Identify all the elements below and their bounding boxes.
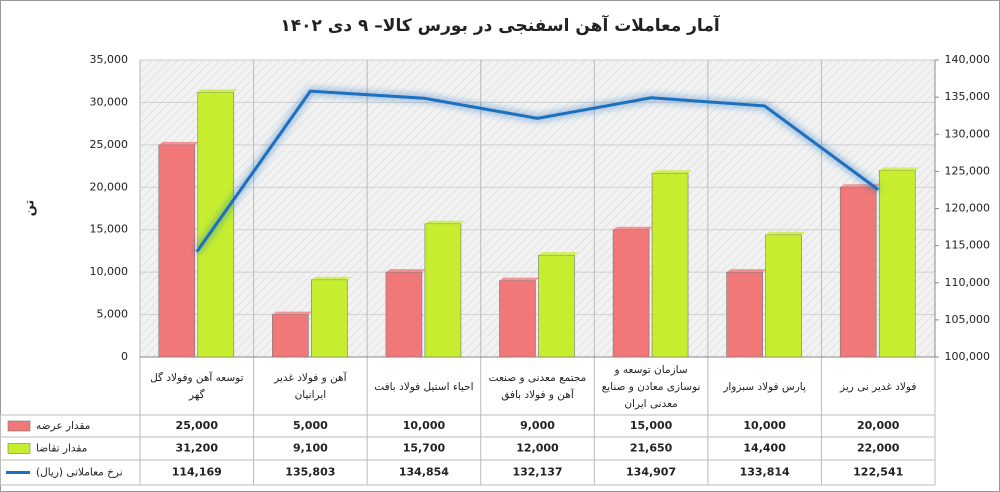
bar-top: [197, 89, 238, 93]
line: [195, 89, 880, 253]
bar: [385, 271, 423, 358]
y-tick-label: 25,000: [90, 138, 129, 151]
table-value: 25,000: [176, 419, 219, 432]
bar: [651, 172, 689, 358]
legend-swatch: [7, 420, 31, 432]
y-tick-label: 20,000: [90, 180, 129, 193]
bar-top: [499, 277, 540, 281]
bar: [878, 170, 916, 358]
x-tick-label: احیاء استیل فولاد بافت: [374, 380, 474, 393]
category-cell: توسعه آهن وفولاد گل گهر: [150, 372, 244, 401]
x-tick-label: پارس فولاد سبزوار: [723, 380, 806, 393]
y-tick-label: 30,000: [90, 95, 129, 108]
bar-top: [311, 276, 352, 280]
x-tick-label: سازمان توسعه و نوسازی معادن و صنایع معدن…: [601, 363, 701, 410]
y-axis-label: تن: [23, 200, 38, 217]
category-cell: مجتمع معدنی و صنعت آهن و فولاد بافق: [488, 372, 587, 401]
table-value: 122,541: [853, 466, 903, 479]
bar: [839, 186, 877, 358]
bar: [272, 314, 309, 358]
bar-top: [538, 252, 579, 256]
table-value: 12,000: [516, 442, 559, 455]
bar-top: [613, 226, 654, 230]
bar-top: [765, 231, 806, 235]
category-cell: آهن و فولاد غدیر ایرانیان: [274, 372, 347, 401]
table-value: 9,000: [520, 419, 555, 432]
table-value: 15,700: [403, 442, 446, 455]
bar: [726, 271, 763, 358]
x-tick-label: توسعه آهن وفولاد گل گهر: [150, 372, 244, 401]
category-cell: پارس فولاد سبزوار: [723, 380, 806, 393]
category-cell: احیاء استیل فولاد بافت: [374, 380, 474, 393]
table-value: 133,814: [740, 466, 790, 479]
x-tick-label: آهن و فولاد غدیر ایرانیان: [274, 372, 347, 401]
legend-swatch: [7, 443, 31, 454]
table-value: 31,200: [176, 442, 219, 455]
table-value: 114,169: [172, 466, 222, 479]
table-value: 132,137: [512, 466, 562, 479]
x-tick-label: مجتمع معدنی و صنعت آهن و فولاد بافق: [488, 372, 587, 401]
y2-tick-label: 140,000: [945, 53, 991, 66]
y-tick-label: 5,000: [97, 308, 129, 321]
plot-area: [140, 60, 935, 357]
table-value: 20,000: [857, 419, 900, 432]
y-tick-label: 10,000: [90, 265, 129, 278]
bar-top: [424, 220, 465, 224]
legend-label: مقدار عرضه: [36, 420, 90, 432]
bar: [765, 234, 802, 358]
y2-tick-label: 130,000: [945, 127, 991, 140]
bar-top: [385, 269, 426, 273]
y2-tick-label: 120,000: [945, 202, 991, 215]
table-value: 14,400: [743, 442, 786, 455]
legend-label: نرخ معاملاتی (ریال): [36, 467, 123, 479]
legend-label: مقدار تقاضا: [36, 443, 87, 455]
table-value: 21,650: [630, 442, 673, 455]
table-value: 135,803: [285, 466, 335, 479]
category-cell: فولاد غدیر نی ریز: [840, 380, 917, 393]
y2-tick-label: 100,000: [945, 350, 991, 363]
y-tick-label: 35,000: [90, 53, 129, 66]
table-value: 134,907: [626, 466, 676, 479]
x-tick-label: فولاد غدیر نی ریز: [840, 380, 917, 393]
table-value: 5,000: [293, 419, 328, 432]
y2-tick-label: 110,000: [945, 276, 991, 289]
y2-tick-label: 105,000: [945, 313, 991, 326]
table-value: 9,100: [293, 442, 328, 455]
y-tick-label: 15,000: [90, 223, 129, 236]
bar: [424, 223, 462, 358]
bar: [612, 229, 650, 358]
table-value: 10,000: [403, 419, 446, 432]
table-value: 10,000: [743, 419, 786, 432]
table-value: 134,854: [399, 466, 449, 479]
bar-top: [726, 269, 767, 273]
y2-tick-label: 135,000: [945, 90, 991, 103]
y2-tick-label: 115,000: [945, 239, 991, 252]
bar-top: [652, 170, 693, 174]
chart-title: آمار معاملات آهن اسفنجی در بورس کالا– ۹ …: [280, 14, 721, 36]
bar: [499, 280, 536, 358]
bar-top: [879, 167, 920, 171]
table-value: 22,000: [857, 442, 900, 455]
bar-top: [272, 311, 313, 315]
bar-top: [158, 141, 199, 145]
bar: [538, 254, 575, 358]
bar: [158, 144, 196, 358]
y2-tick-label: 125,000: [945, 164, 991, 177]
bar: [311, 279, 348, 358]
table-value: 15,000: [630, 419, 673, 432]
category-cell: سازمان توسعه و نوسازی معادن و صنایع معدن…: [601, 363, 701, 410]
y-tick-label: 0: [121, 350, 128, 363]
